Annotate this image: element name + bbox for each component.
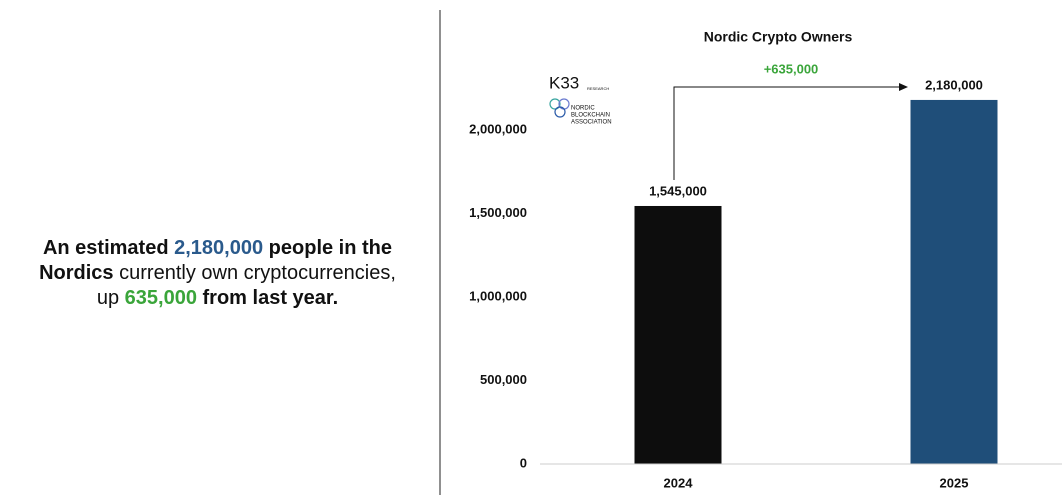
logo-text: ASSOCIATION	[571, 120, 612, 126]
value-label: 1,545,000	[649, 183, 707, 198]
value-label: 2,180,000	[925, 77, 983, 92]
x-tick-label: 2025	[940, 475, 969, 490]
headline-part: 2,180,000	[174, 237, 264, 259]
logo-icon	[549, 98, 570, 118]
y-tick-label: 0	[520, 455, 527, 470]
headline-part: Nordics	[39, 262, 114, 284]
bar	[910, 99, 998, 464]
y-tick-label: 500,000	[480, 372, 527, 387]
headline-part: An estimated	[42, 237, 169, 259]
chart-title: Nordic Crypto Owners	[704, 29, 853, 45]
logo-text: BLOCKCHAIN	[571, 113, 610, 119]
headline-part: people in the	[268, 237, 393, 259]
headline-part: from last year.	[202, 287, 339, 309]
change-arrow	[673, 86, 900, 180]
y-tick-label: 1,000,000	[469, 288, 527, 303]
y-tick-label: 2,000,000	[469, 121, 527, 136]
headline-part: currently own cryptocurrencies,	[119, 262, 396, 284]
logo-text: NORDIC	[571, 106, 595, 112]
logo-text: RESEARCH	[587, 86, 609, 91]
headline-part: 635,000	[124, 287, 197, 309]
logo-text: K33	[549, 73, 579, 92]
x-tick-label: 2024	[664, 475, 694, 490]
y-tick-label: 1,500,000	[469, 205, 527, 220]
headline: An estimated 2,180,000 people in the Nord…	[10, 236, 425, 311]
arrow-head	[899, 83, 908, 91]
change-label: +635,000	[764, 61, 819, 76]
bar	[634, 205, 722, 465]
headline-part: up	[96, 287, 120, 309]
